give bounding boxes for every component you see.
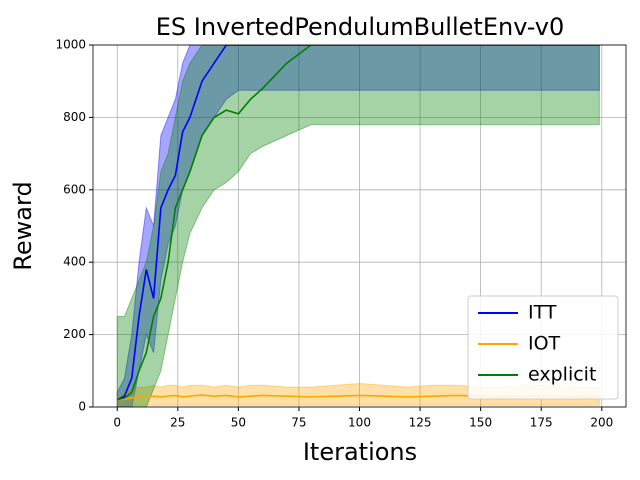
y-tick-label: 400: [63, 255, 86, 269]
x-tick-label: 0: [113, 416, 121, 430]
line: [117, 45, 600, 401]
band: [116, 45, 600, 407]
x-tick-label: 175: [530, 416, 553, 430]
x-tick-label: 150: [469, 416, 492, 430]
chart-title: ES InvertedPendulumBulletEnv-v0: [156, 13, 564, 41]
plot-frame: [92, 44, 627, 408]
x-axis-label: Iterations: [303, 438, 417, 466]
line: [116, 45, 600, 401]
y-tick-label: 600: [63, 182, 86, 196]
x-tick-label: 125: [409, 416, 432, 430]
y-tick-label: 0: [78, 400, 86, 414]
y-tick-label: 800: [63, 110, 86, 124]
x-tick-label: 75: [291, 416, 306, 430]
x-tick-label: 200: [590, 416, 613, 430]
x-tick-label: 100: [348, 416, 371, 430]
x-tick-label: 25: [170, 416, 185, 430]
y-tick-label: 1000: [55, 38, 86, 52]
x-tick-label: 50: [231, 416, 246, 430]
y-axis-label: Reward: [9, 181, 37, 270]
plot: [116, 45, 600, 407]
legend-label: explicit: [528, 364, 596, 386]
y-tick-label: 200: [63, 327, 86, 341]
legend-box: [467, 295, 619, 400]
legend-label: IOT: [528, 333, 561, 355]
legend-label: ITT: [528, 302, 557, 324]
